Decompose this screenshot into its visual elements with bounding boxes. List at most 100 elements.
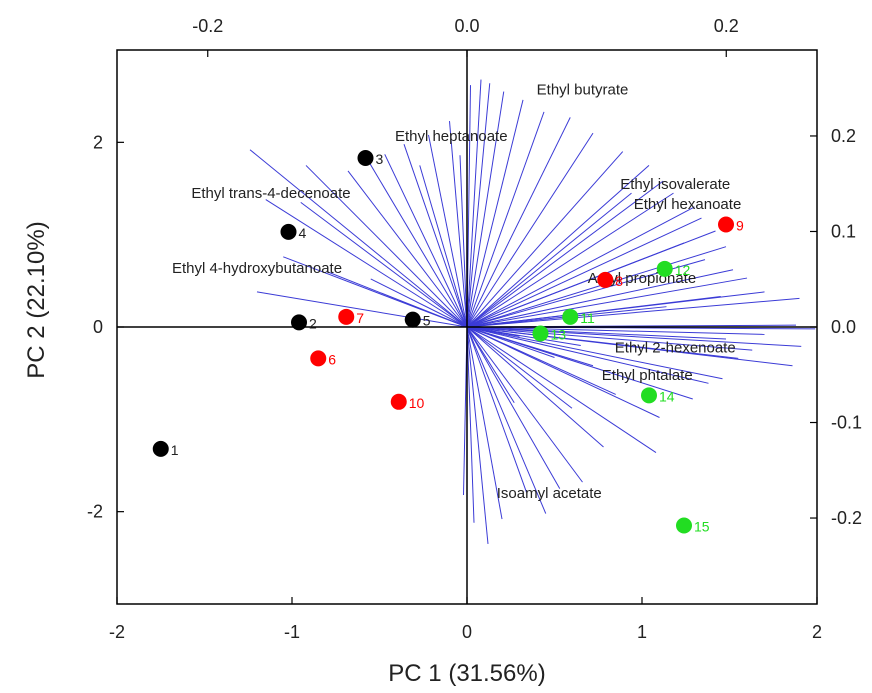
loading-label: Ethyl isovalerate: [620, 176, 730, 193]
top-tick-label: -0.2: [192, 16, 223, 36]
loading-label: Ethyl hexanoate: [634, 196, 742, 213]
loading-vector-45: [466, 326, 727, 340]
loading-label: Ethyl butyrate: [537, 82, 629, 99]
loading-vector-4: [466, 91, 505, 328]
score-point-label: 9: [736, 218, 744, 234]
loading-label: Ethyl trans-4-decenoate: [191, 185, 350, 202]
loading-vector-44: [466, 326, 765, 335]
loading-vector-67: [466, 326, 594, 367]
loading-vector-10: [403, 144, 468, 328]
score-point-label: 10: [409, 395, 425, 411]
loading-vector-57: [466, 326, 561, 489]
loading-vector-27: [466, 165, 650, 328]
loading-vector-59: [466, 326, 527, 493]
loading-label: Ethyl 4-hydroxybutanoate: [172, 260, 342, 277]
x-tick-label: -1: [284, 622, 300, 642]
loading-vector-21: [283, 256, 468, 328]
loading-vector-12: [365, 155, 468, 328]
loading-vector-50: [466, 326, 723, 380]
score-point-12: [656, 260, 673, 277]
loading-label: Ethyl heptanoate: [395, 128, 508, 145]
loading-vector-56: [466, 326, 583, 483]
score-point-label: 15: [694, 519, 710, 535]
loading-vector-68: [466, 326, 555, 358]
y-axis-label: PC 2 (22.10%): [23, 221, 50, 378]
loading-vector-7: [466, 117, 571, 328]
loading-vector-24: [466, 132, 594, 328]
score-point-14: [641, 387, 657, 404]
loading-labels: Ethyl butyrate Ethyl heptanoate Ethyl tran…: [172, 82, 741, 502]
score-point-2: [291, 314, 307, 331]
score-point-label: 11: [580, 310, 595, 326]
loading-vector-64: [466, 326, 515, 403]
score-point-7: [338, 308, 355, 325]
loading-vector-49: [466, 326, 793, 367]
loading-vector-8: [449, 121, 468, 328]
score-point-label: 2: [309, 315, 317, 331]
loading-vector-3: [466, 83, 491, 328]
score-point-label: 4: [299, 225, 307, 241]
loading-vector-19: [459, 155, 468, 328]
loading-vector-31: [466, 217, 702, 328]
score-point-3: [357, 150, 374, 167]
right-tick-label: 0.0: [831, 317, 856, 337]
loading-vector-70: [466, 326, 520, 337]
score-point-11: [562, 308, 579, 325]
score-point-6: [310, 350, 327, 367]
score-point-label: 6: [328, 351, 336, 367]
y-tick-label: 2: [93, 132, 103, 152]
loading-vector-46: [466, 326, 802, 347]
right-tick-label: 0.1: [831, 221, 856, 241]
loading-vector-62: [466, 326, 475, 523]
score-point-label: 7: [356, 310, 364, 326]
loading-vector-18: [419, 165, 468, 328]
loading-vector-30: [466, 206, 695, 328]
loading-vector-16: [249, 149, 468, 328]
loading-vector-14: [300, 201, 468, 328]
loading-vector-47: [466, 326, 753, 351]
x-tick-label: 1: [637, 622, 647, 642]
loading-vector-61: [466, 326, 489, 545]
loading-vector-11: [384, 154, 468, 328]
top-tick-label: 0.2: [714, 16, 739, 36]
loading-vector-36: [466, 269, 734, 328]
right-tick-label: 0.2: [831, 126, 856, 146]
loading-vector-6: [466, 111, 545, 328]
loading-vector-9: [428, 134, 468, 328]
loading-vector-5: [466, 99, 524, 328]
top-tick-label: 0.0: [454, 16, 479, 36]
x-tick-label: -2: [109, 622, 125, 642]
loading-vector-65: [466, 326, 573, 409]
score-point-label: 8: [615, 273, 623, 289]
right-tick-label: -0.2: [831, 508, 862, 528]
axis-ticks: -2 -1 0 1 2-202-0.2 0.0 0.2-0.2-0.10.00.10.2: [87, 16, 862, 642]
loading-vector-13: [347, 170, 468, 328]
loading-label: Ethyl phtalate: [602, 367, 693, 384]
loading-vector-58: [466, 326, 547, 514]
right-tick-label: -0.1: [831, 413, 862, 433]
loading-vector-54: [466, 326, 657, 453]
x-tick-label: 0: [462, 622, 472, 642]
loading-label: Isoamyl acetate: [497, 485, 602, 502]
score-point-label: 13: [551, 326, 567, 342]
score-point-9: [718, 216, 734, 233]
score-point-1: [152, 440, 169, 457]
score-point-label: 1: [171, 442, 179, 458]
loading-vector-39: [466, 297, 800, 328]
score-point-5: [404, 311, 421, 328]
loading-vector-2: [466, 79, 482, 328]
loading-vector-66: [466, 326, 616, 395]
score-point-4: [280, 223, 297, 240]
x-axis-label: PC 1 (31.56%): [388, 660, 545, 687]
loading-vector-25: [466, 151, 624, 328]
loading-vector-22: [256, 291, 468, 328]
loading-vector-40: [466, 296, 721, 328]
loading-vector-55: [466, 326, 604, 448]
loading-vector-51: [466, 326, 709, 384]
score-point-label: 14: [659, 388, 675, 404]
loading-label: Ethyl 2-hexenoate: [615, 339, 736, 356]
loading-vector-33: [466, 242, 685, 328]
score-point-label: 3: [376, 151, 384, 167]
